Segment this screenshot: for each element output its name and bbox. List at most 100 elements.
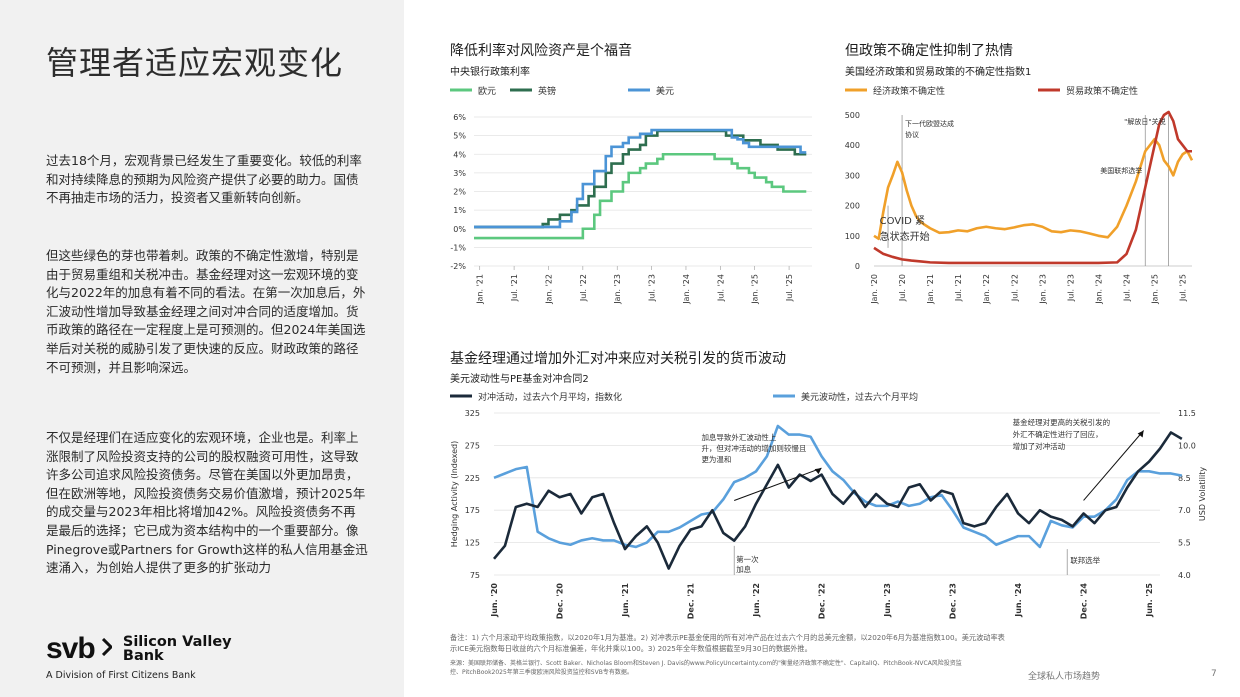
chart3-ytick: 325 bbox=[465, 409, 480, 418]
chart3-annotation-text: 外汇不确定性进行了回应， bbox=[1013, 429, 1103, 439]
chart2-annotation-text: COVID 紧 bbox=[880, 215, 925, 227]
chart1-series-line bbox=[474, 128, 807, 229]
chart3-subtitle: 美元波动性与PE基金对冲合同2 bbox=[450, 374, 589, 385]
chart1-series-line bbox=[474, 129, 807, 229]
chart3-y2tick: 4.0 bbox=[1178, 571, 1191, 580]
paragraph-1: 过去18个月，宏观背景已经发生了重要变化。较低的利率和对持续降息的预期为风险资产… bbox=[46, 153, 362, 206]
chart1-xtick: Jul. '22 bbox=[579, 274, 588, 302]
logo-line1: Silicon Valley bbox=[122, 634, 232, 650]
chart2-annotation-text: 急状态开始 bbox=[880, 230, 930, 243]
chart3-ytick: 275 bbox=[465, 441, 480, 450]
paragraph-2: 但这些绿色的芽也带着刺。政策的不确定性激增，特别是由于贸易重组和关税冲击。基金经… bbox=[46, 248, 366, 375]
chart3-annotation-arrow bbox=[734, 467, 822, 501]
chart2-xtick: Jul. '23 bbox=[1066, 274, 1075, 302]
chart2-annotation-text: 协议 bbox=[905, 130, 919, 139]
chart3-y2tick: 7.0 bbox=[1178, 506, 1191, 515]
chart1-xtick: Jul. '25 bbox=[785, 274, 794, 302]
source-note: 来源：美国联邦储备、英格兰银行、Scott Baker、Nicholas Blo… bbox=[450, 660, 962, 676]
page-number: 7 bbox=[1211, 669, 1217, 679]
chart3-xtick: Dec. '20 bbox=[556, 583, 565, 620]
logo-division: A Division of First Citizens Bank bbox=[46, 670, 196, 681]
chart3-ytick: 125 bbox=[465, 539, 480, 548]
left-panel: 管理者适应宏观变化 过去18个月，宏观背景已经发生了重要变化。较低的利率和对持续… bbox=[0, 0, 404, 697]
chart3-arrowhead-icon bbox=[1137, 430, 1144, 438]
chart3-series-line-hedging bbox=[493, 431, 1183, 570]
chart2-xtick: Jul. '22 bbox=[1010, 274, 1019, 302]
chart1-ytick: -1% bbox=[450, 243, 466, 252]
chart1-xtick: Jan. '22 bbox=[544, 274, 553, 305]
chart2-title: 但政策不确定性抑制了热情 bbox=[845, 43, 1013, 59]
chart1-ytick: 5% bbox=[453, 132, 466, 141]
chart1-series-line bbox=[474, 152, 807, 240]
chart2-xtick: Jan. '24 bbox=[1094, 274, 1103, 305]
chart3-xtick: Jun. '24 bbox=[1014, 583, 1023, 618]
logo-name: Silicon Valley Bank bbox=[122, 634, 232, 664]
chart2-ytick: 400 bbox=[845, 141, 860, 150]
chart1-ytick: 4% bbox=[453, 150, 466, 159]
chart1-xtick: Jul. '21 bbox=[510, 274, 519, 302]
chart3-xtick: Jun. '25 bbox=[1145, 583, 1154, 618]
chart3-annotation-text: 加息导致外汇波动性上 bbox=[701, 432, 776, 442]
chart2-xtick: Jan. '20 bbox=[870, 274, 879, 305]
chart2-annotation-text: 下一代欧盟达成 bbox=[905, 119, 954, 128]
chart2-series-line bbox=[873, 110, 1192, 265]
chart1-legend-label: 欧元 bbox=[478, 85, 496, 97]
logo-line2: Bank bbox=[122, 648, 164, 664]
chart3-annotation-text: 升，但对冲活动的增加则较慢且 bbox=[701, 443, 806, 453]
chart2-ytick: 0 bbox=[855, 262, 860, 271]
chart2-ytick: 200 bbox=[845, 202, 860, 211]
chevron-right-icon bbox=[101, 637, 113, 661]
chart3-xtick: Jun. '22 bbox=[752, 583, 761, 618]
chart3-arrowhead-icon bbox=[814, 468, 822, 475]
chart2-xtick: Jul. '20 bbox=[898, 274, 907, 302]
chart3-y2tick: 5.5 bbox=[1178, 539, 1191, 548]
chart3-ytick: 75 bbox=[470, 571, 480, 580]
chart3-annotation-text: 基金经理对更高的关税引发的 bbox=[1013, 417, 1111, 427]
chart3-y2label: USD Volatility bbox=[1198, 467, 1207, 521]
svb-logo: svb Silicon Valley Bank bbox=[46, 632, 232, 666]
chart3-y2tick: 10.0 bbox=[1178, 441, 1196, 450]
chart2-subtitle: 美国经济政策和贸易政策的不确定性指数1 bbox=[845, 67, 1032, 78]
chart2-legend-label: 贸易政策不确定性 bbox=[1066, 85, 1138, 97]
chart3-annotation-text: 加息 bbox=[736, 564, 751, 574]
chart2-xtick: Jul. '25 bbox=[1179, 274, 1188, 302]
chart2-annotation-text: 美国联邦选举 bbox=[1100, 166, 1142, 175]
chart1-ytick: 2% bbox=[453, 188, 466, 197]
chart3-xtick: Dec. '24 bbox=[1080, 583, 1089, 620]
chart2-annotation-text: "解放日"关税 bbox=[1124, 117, 1165, 126]
chart1-subtitle: 中央银行政策利率 bbox=[450, 67, 530, 78]
chart3-title: 基金经理通过增加外汇对冲来应对关税引发的货币波动 bbox=[450, 351, 786, 367]
chart2-xtick: Jan. '21 bbox=[926, 274, 935, 305]
chart1-ytick: -2% bbox=[450, 262, 466, 271]
chart3-xtick: Jun. '21 bbox=[621, 583, 630, 618]
chart1-ytick: 3% bbox=[453, 169, 466, 178]
chart3-annotation-text: 第一次 bbox=[736, 554, 759, 564]
chart3-legend-label: 对冲活动，过去六个月平均，指数化 bbox=[478, 391, 622, 403]
chart2-ytick: 500 bbox=[845, 111, 860, 120]
chart1-legend-label: 英镑 bbox=[538, 85, 556, 97]
chart2-xtick: Jan. '25 bbox=[1151, 274, 1160, 305]
chart3-series-line-usd-volatility bbox=[493, 424, 1183, 549]
chart2-xtick: Jul. '24 bbox=[1123, 274, 1132, 302]
chart3-xtick: Dec. '21 bbox=[687, 583, 696, 620]
chart1-xtick: Jan. '21 bbox=[476, 274, 485, 305]
chart1-xtick: Jul. '24 bbox=[716, 274, 725, 302]
logo-mark: svb bbox=[46, 632, 96, 665]
chart2-xtick: Jul. '21 bbox=[954, 274, 963, 302]
chart1-xtick: Jul. '23 bbox=[648, 274, 657, 302]
footnote: 备注：1) 六个月滚动平均政策指数，以2020年1月为基准。2) 对冲表示PE基… bbox=[450, 633, 1005, 653]
chart3-xtick: Dec. '23 bbox=[949, 583, 958, 619]
chart1-xtick: Jan. '25 bbox=[751, 274, 760, 305]
chart1-xtick: Jan. '23 bbox=[613, 274, 622, 305]
chart2-xtick: Jan. '22 bbox=[982, 274, 991, 305]
chart1-title: 降低利率对风险资产是个福音 bbox=[450, 43, 632, 59]
chart3-xtick: Jun. '23 bbox=[883, 583, 892, 618]
chart3-annotation-arrow bbox=[1083, 430, 1145, 501]
chart1-ytick: 6% bbox=[453, 113, 466, 122]
chart3-annotation-text: 联邦选举 bbox=[1070, 555, 1100, 565]
chart3-annotation-text: 更为温和 bbox=[701, 454, 731, 464]
chart3-ytick: 175 bbox=[465, 506, 480, 515]
chart3-y2tick: 8.5 bbox=[1178, 474, 1191, 483]
chart2-series-line bbox=[873, 137, 1194, 241]
chart1-xtick: Jan. '24 bbox=[682, 274, 691, 305]
